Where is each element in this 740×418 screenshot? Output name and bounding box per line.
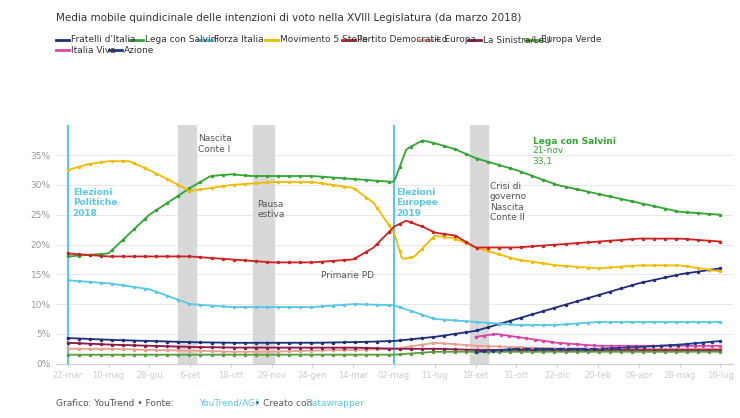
Text: Lega con Salvini: Lega con Salvini bbox=[533, 137, 616, 146]
Text: Nascita
Conte I: Nascita Conte I bbox=[198, 134, 232, 154]
Bar bbox=[253, 125, 274, 364]
Text: Elezioni
Europee
2019: Elezioni Europee 2019 bbox=[396, 188, 438, 218]
Text: Movimento 5 Stelle: Movimento 5 Stelle bbox=[280, 35, 369, 44]
Bar bbox=[178, 125, 196, 364]
Text: • Creato con: • Creato con bbox=[252, 398, 314, 408]
Text: Lega con Salvini: Lega con Salvini bbox=[145, 35, 219, 44]
Text: Partito Democratico: Partito Democratico bbox=[357, 35, 448, 44]
Text: YouTrend/AGI: YouTrend/AGI bbox=[199, 398, 258, 408]
Text: Fratelli d'Italia: Fratelli d'Italia bbox=[71, 35, 135, 44]
Text: Primarie PD: Primarie PD bbox=[320, 271, 374, 280]
Text: + Europa: + Europa bbox=[434, 35, 477, 44]
Text: Europa Verde: Europa Verde bbox=[541, 35, 602, 44]
Text: Pausa
estiva: Pausa estiva bbox=[258, 200, 285, 219]
Text: Elezioni
Politiche
2018: Elezioni Politiche 2018 bbox=[73, 188, 117, 218]
Text: 21-nov
33,1: 21-nov 33,1 bbox=[533, 146, 564, 166]
Text: Datawrapper: Datawrapper bbox=[305, 398, 364, 408]
Text: Media mobile quindicinale delle intenzioni di voto nella XVIII Legislatura (da m: Media mobile quindicinale delle intenzio… bbox=[56, 13, 521, 23]
Text: Azione: Azione bbox=[124, 46, 155, 55]
Text: Italia Viva: Italia Viva bbox=[71, 46, 115, 55]
Bar bbox=[469, 125, 488, 364]
Text: Grafico: YouTrend • Fonte:: Grafico: YouTrend • Fonte: bbox=[56, 398, 176, 408]
Text: Forza Italia: Forza Italia bbox=[214, 35, 263, 44]
Text: La Sinistra/LeU: La Sinistra/LeU bbox=[483, 35, 551, 44]
Text: Crisi di
governo
Nascita
Conte II: Crisi di governo Nascita Conte II bbox=[490, 182, 527, 222]
